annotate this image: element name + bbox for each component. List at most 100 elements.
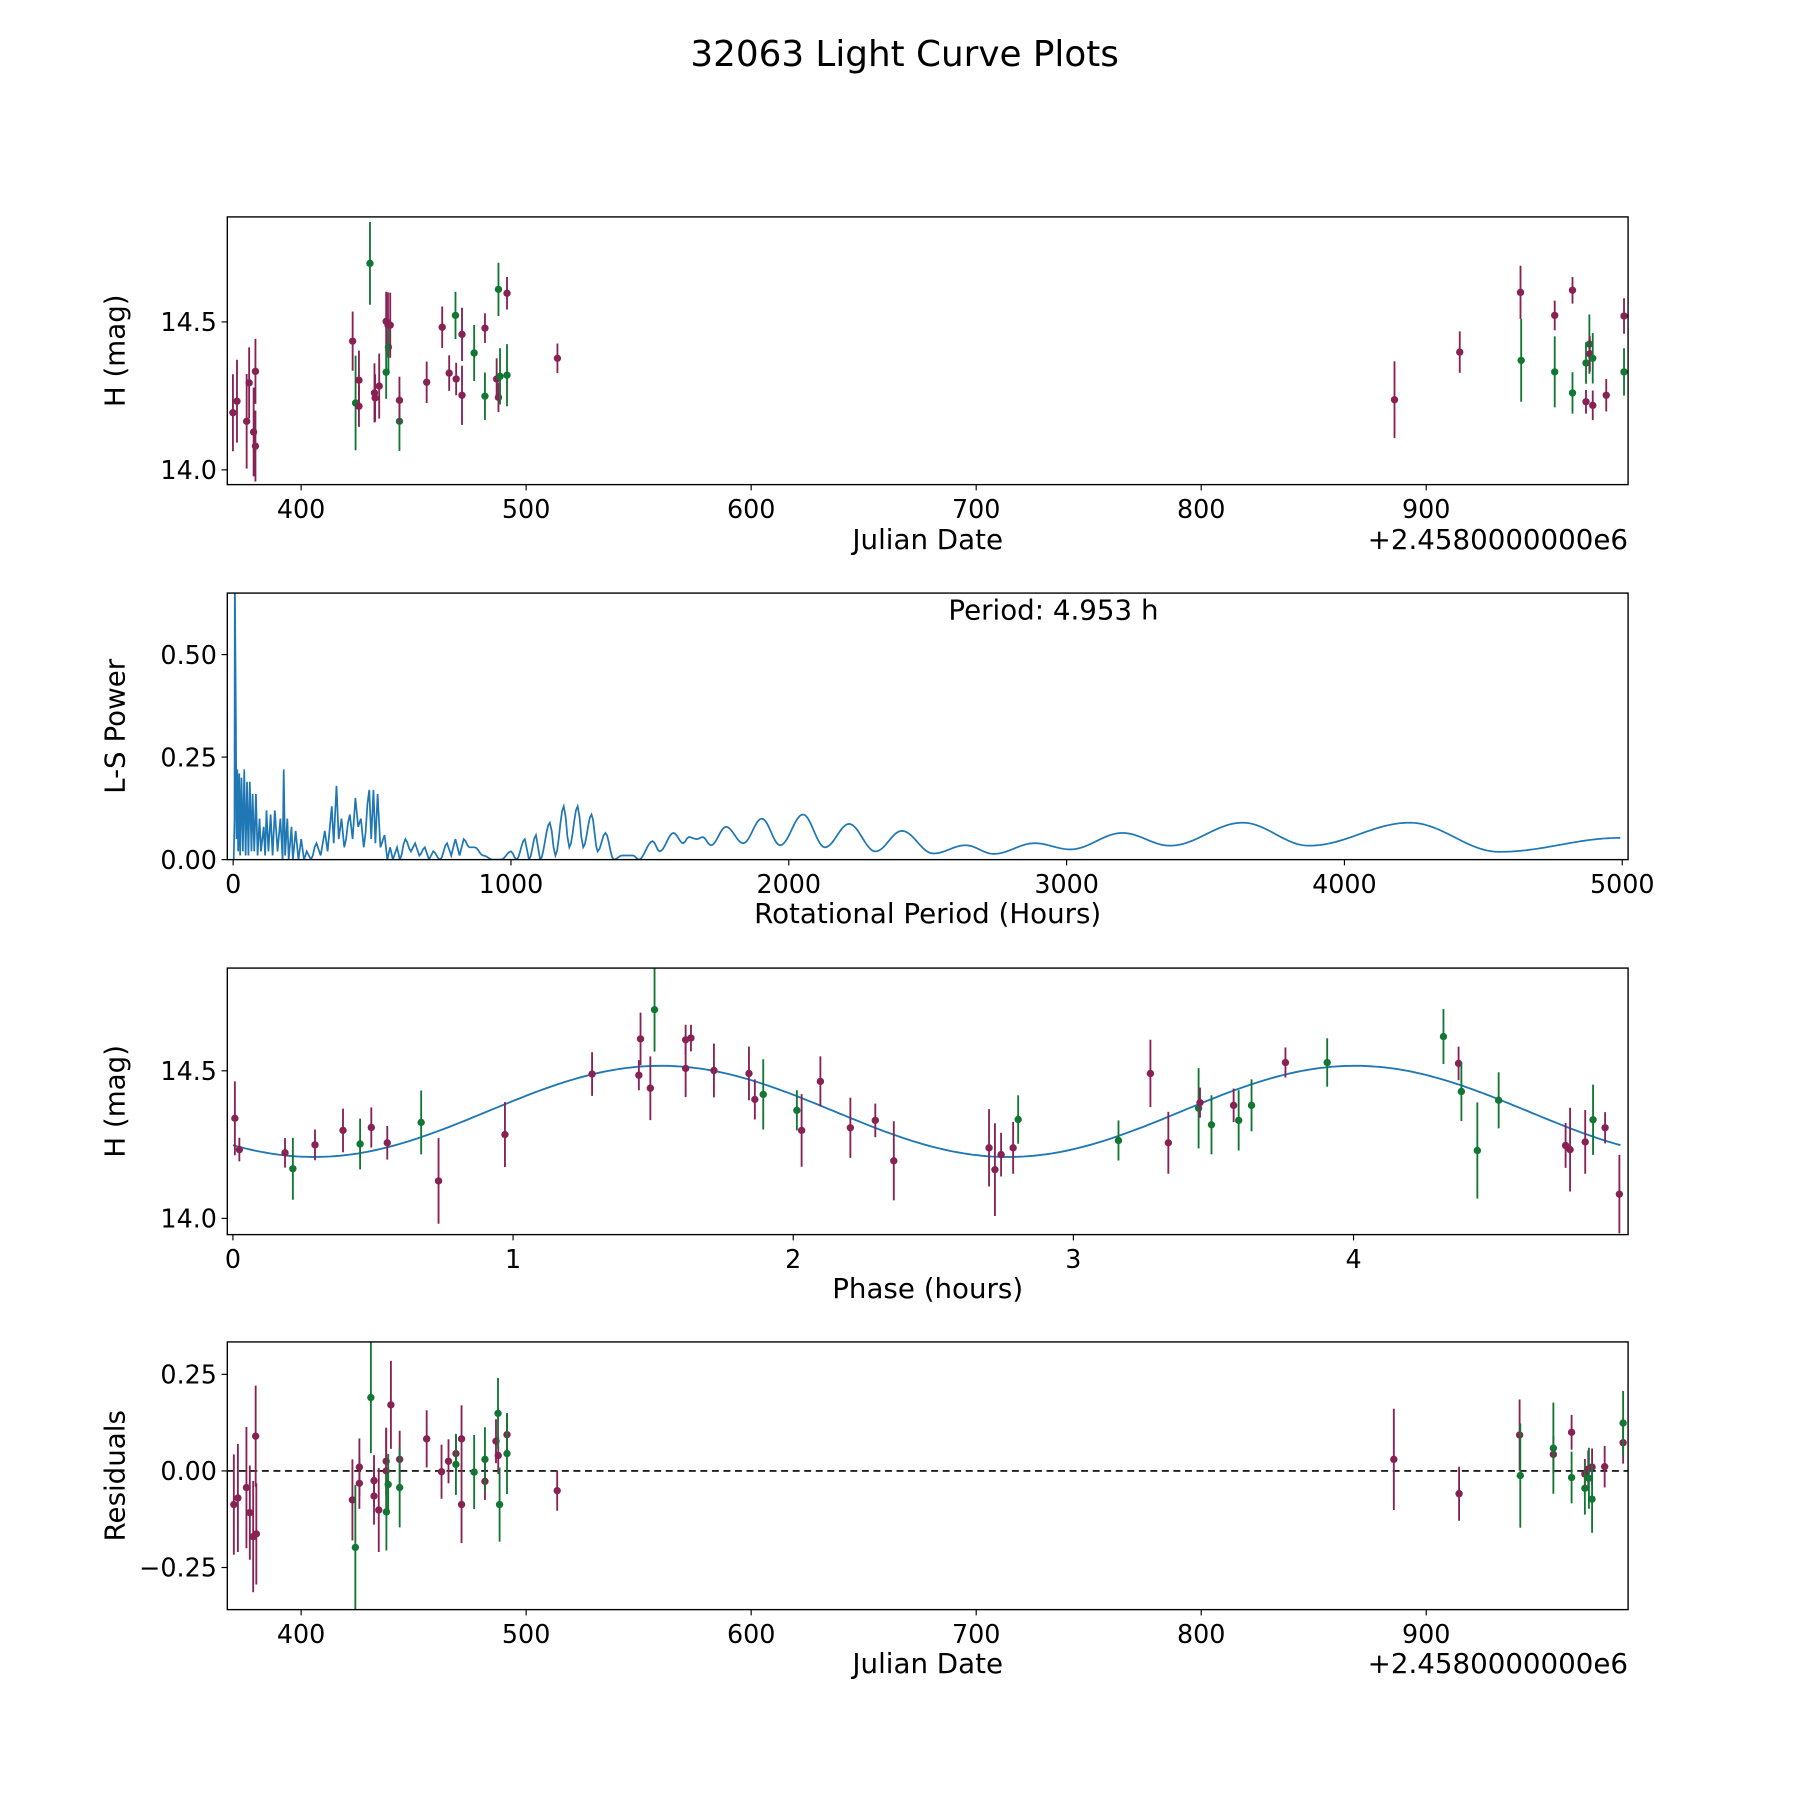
data-point bbox=[434, 1138, 443, 1224]
data-marker bbox=[452, 375, 460, 383]
data-marker bbox=[1581, 1484, 1589, 1493]
data-marker bbox=[355, 376, 363, 384]
data-marker bbox=[1568, 286, 1577, 294]
data-marker bbox=[375, 382, 383, 390]
data-marker bbox=[383, 1139, 391, 1147]
data-marker bbox=[494, 1451, 502, 1460]
axes-frame bbox=[226, 967, 1629, 1236]
data-point bbox=[503, 276, 511, 310]
data-point bbox=[457, 1405, 466, 1473]
data-point bbox=[355, 385, 363, 427]
y-axis-label: H (mag) bbox=[99, 1045, 132, 1158]
data-point bbox=[481, 1427, 489, 1492]
data-point bbox=[370, 1467, 378, 1525]
data-point bbox=[759, 1059, 767, 1130]
data-marker bbox=[367, 1393, 375, 1402]
x-axis-label: Phase (hours) bbox=[832, 1272, 1023, 1305]
x-tick-label: 800 bbox=[1177, 1619, 1225, 1649]
data-point bbox=[233, 359, 241, 443]
data-marker bbox=[384, 1480, 392, 1489]
x-tick-label: 500 bbox=[502, 494, 550, 524]
data-point bbox=[745, 1046, 753, 1101]
y-axis-label: L-S Power bbox=[99, 658, 132, 794]
data-point bbox=[797, 1094, 806, 1167]
data-point bbox=[1615, 1154, 1624, 1234]
data-marker bbox=[687, 1034, 695, 1042]
data-point bbox=[1114, 1120, 1123, 1161]
data-marker bbox=[1601, 1124, 1609, 1132]
data-marker bbox=[437, 1468, 446, 1476]
periodogram-panel: Period: 4.953 h 0 1000 2000 3000 4000 5000 0.00… bbox=[99, 592, 1655, 930]
data-marker bbox=[494, 285, 503, 294]
data-point bbox=[417, 1090, 425, 1155]
data-point bbox=[1568, 372, 1577, 414]
data-point bbox=[386, 292, 394, 358]
data-point bbox=[635, 1060, 643, 1091]
data-marker bbox=[1014, 1115, 1022, 1124]
data-point bbox=[1582, 342, 1590, 384]
data-marker bbox=[395, 396, 404, 405]
data-marker bbox=[1473, 1146, 1482, 1155]
data-marker bbox=[233, 397, 241, 405]
x-tick-label: 3 bbox=[1065, 1244, 1081, 1274]
data-marker bbox=[1602, 391, 1610, 399]
data-marker bbox=[681, 1064, 690, 1073]
data-point bbox=[458, 307, 466, 361]
x-tick-label: 700 bbox=[952, 1619, 1000, 1649]
data-marker bbox=[1457, 1087, 1466, 1096]
data-marker bbox=[1581, 1138, 1589, 1146]
data-marker bbox=[1582, 359, 1590, 367]
data-marker bbox=[1439, 1032, 1448, 1041]
axes-frame bbox=[226, 216, 1629, 486]
data-point bbox=[710, 1043, 718, 1098]
x-tick-label: 900 bbox=[1402, 1619, 1450, 1649]
x-tick-label: 4 bbox=[1345, 1244, 1361, 1274]
data-marker bbox=[371, 394, 379, 402]
period-annotation: Period: 4.953 h bbox=[948, 594, 1158, 627]
data-marker bbox=[1619, 1419, 1627, 1427]
data-marker bbox=[445, 369, 453, 377]
x-tick-label: 600 bbox=[727, 494, 775, 524]
y-tick-label: 0.50 bbox=[160, 640, 217, 670]
data-marker bbox=[458, 391, 466, 399]
axes-frame bbox=[226, 1341, 1629, 1611]
data-marker bbox=[422, 378, 431, 386]
data-marker bbox=[1234, 1116, 1243, 1125]
y-axis-label: Residuals bbox=[99, 1410, 132, 1541]
data-marker bbox=[496, 372, 504, 381]
data-point bbox=[496, 348, 504, 405]
data-point bbox=[366, 221, 374, 305]
data-marker bbox=[1390, 396, 1399, 404]
data-marker bbox=[503, 371, 511, 379]
data-point bbox=[246, 1465, 254, 1560]
data-point bbox=[495, 1467, 504, 1542]
data-point bbox=[1619, 1390, 1627, 1456]
data-point bbox=[422, 1410, 431, 1468]
x-axis-label: Julian Date bbox=[850, 1647, 1003, 1680]
data-marker bbox=[890, 1157, 898, 1165]
data-marker bbox=[339, 1126, 347, 1135]
data-marker bbox=[470, 349, 478, 357]
data-point bbox=[1494, 1072, 1503, 1129]
data-point bbox=[1516, 1423, 1524, 1528]
data-point bbox=[1581, 1462, 1589, 1515]
data-marker bbox=[242, 1483, 251, 1492]
data-point bbox=[1589, 1084, 1597, 1155]
x-axis-offset-text: +2.4580000000e6 bbox=[1368, 523, 1628, 556]
data-point bbox=[997, 1132, 1005, 1177]
data-marker bbox=[991, 1165, 999, 1174]
data-marker bbox=[1549, 1444, 1558, 1452]
data-marker bbox=[251, 367, 260, 376]
data-marker bbox=[745, 1069, 753, 1078]
data-marker bbox=[635, 1071, 643, 1079]
data-marker bbox=[422, 1435, 431, 1443]
data-marker bbox=[1615, 1190, 1624, 1198]
data-point bbox=[251, 1385, 260, 1487]
data-marker bbox=[481, 392, 489, 400]
data-marker bbox=[234, 1494, 242, 1502]
data-marker bbox=[444, 1457, 453, 1465]
data-marker bbox=[1551, 368, 1559, 376]
data-point bbox=[395, 1447, 404, 1528]
data-marker bbox=[494, 1409, 502, 1418]
